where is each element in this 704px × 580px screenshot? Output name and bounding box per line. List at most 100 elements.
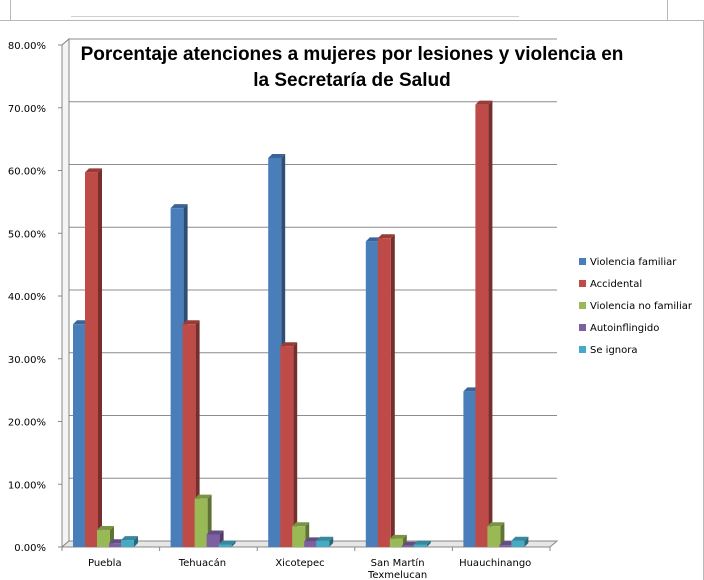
bar-front bbox=[463, 391, 477, 547]
bar-top bbox=[194, 494, 212, 499]
y-tick-label: 80.00% bbox=[8, 41, 46, 52]
bar-front bbox=[97, 530, 110, 547]
x-tick-label: Xicotepec bbox=[275, 558, 324, 569]
bar-top bbox=[413, 540, 431, 545]
legend-swatch bbox=[579, 324, 586, 331]
bar-front bbox=[109, 543, 122, 547]
bar-top bbox=[170, 204, 188, 209]
bar-top bbox=[268, 153, 286, 158]
bar-front bbox=[268, 157, 282, 547]
bar bbox=[377, 234, 395, 547]
bar bbox=[413, 540, 431, 547]
bar bbox=[316, 536, 334, 547]
x-tick-label: Tehuacán bbox=[178, 557, 226, 569]
bar-front bbox=[292, 526, 306, 547]
bar bbox=[85, 168, 102, 547]
legend-swatch bbox=[579, 302, 586, 309]
bar-side bbox=[98, 168, 102, 547]
chart-frame bbox=[0, 20, 704, 580]
bar-front bbox=[389, 538, 403, 547]
bar-top bbox=[206, 530, 224, 535]
bar-front bbox=[377, 238, 391, 547]
bar-front bbox=[304, 541, 318, 547]
bar-top bbox=[487, 522, 505, 527]
bar bbox=[206, 530, 224, 547]
bar-side bbox=[426, 540, 431, 547]
bar-front bbox=[206, 534, 220, 547]
y-tick-label: 10.00% bbox=[8, 480, 46, 491]
bar-top bbox=[121, 536, 138, 541]
bar bbox=[292, 522, 310, 547]
bar-front bbox=[365, 241, 379, 547]
bar-front bbox=[170, 208, 184, 547]
bar-side bbox=[329, 536, 334, 547]
bar-top bbox=[182, 320, 200, 325]
bar-side bbox=[524, 536, 529, 547]
bar-front bbox=[499, 545, 513, 547]
bar-top bbox=[85, 168, 102, 173]
x-tick-label: Puebla bbox=[88, 558, 122, 569]
chart-title-line-2: la Secretaría de Salud bbox=[253, 70, 451, 91]
bar-front bbox=[511, 540, 525, 547]
legend-label: Accidental bbox=[590, 279, 642, 290]
bar-side bbox=[488, 100, 493, 548]
bar-top bbox=[475, 100, 493, 105]
bar-front bbox=[487, 526, 501, 547]
bar-front bbox=[280, 346, 294, 547]
y-tick-label: 70.00% bbox=[8, 104, 46, 115]
legend-swatch bbox=[579, 280, 586, 287]
bar bbox=[121, 536, 138, 547]
bar-top bbox=[280, 342, 298, 347]
bar-front bbox=[413, 544, 427, 547]
bar bbox=[218, 540, 236, 547]
bar-top bbox=[316, 536, 334, 541]
bar bbox=[280, 342, 298, 547]
x-tick-label: Texmelucan bbox=[367, 570, 427, 579]
legend-label: Autoinflingido bbox=[590, 323, 659, 334]
bar bbox=[487, 522, 505, 547]
side-wall bbox=[61, 37, 70, 549]
bar-front bbox=[475, 104, 489, 548]
bar-side bbox=[134, 536, 138, 547]
bar-top bbox=[292, 522, 310, 527]
bar bbox=[475, 100, 493, 548]
bar-top bbox=[389, 534, 407, 539]
x-tick-label: Huauchinango bbox=[459, 558, 531, 569]
legend-swatch bbox=[579, 258, 586, 265]
bar-top bbox=[511, 536, 529, 541]
bar bbox=[182, 320, 200, 547]
legend-label: Se ignora bbox=[590, 345, 638, 356]
bar-front bbox=[218, 544, 232, 547]
legend: Violencia familiar Accidental Violencia no… bbox=[579, 257, 693, 356]
y-tick-label: 20.00% bbox=[8, 418, 46, 429]
bar-side bbox=[231, 540, 236, 547]
y-tick-label: 30.00% bbox=[8, 355, 46, 366]
bar-front bbox=[121, 540, 134, 547]
y-tick-label: 60.00% bbox=[8, 167, 46, 178]
legend-label: Violencia familiar bbox=[590, 257, 677, 268]
bar-front bbox=[316, 540, 330, 547]
bar-front bbox=[401, 545, 415, 547]
bar-side bbox=[390, 234, 395, 547]
bar-top bbox=[218, 540, 236, 545]
legend-swatch bbox=[579, 346, 586, 353]
bar-top bbox=[97, 526, 114, 531]
bar-side bbox=[195, 320, 200, 547]
bar-side bbox=[500, 522, 505, 547]
bar-front bbox=[85, 172, 98, 547]
y-tick-label: 40.00% bbox=[8, 292, 46, 303]
y-tick-label: 0.00% bbox=[14, 543, 46, 554]
bar-series bbox=[73, 100, 529, 548]
x-tick-label: San Martín bbox=[371, 557, 425, 569]
bar-front bbox=[182, 324, 196, 547]
chart-title-line-1: Porcentaje atenciones a mujeres por lesi… bbox=[81, 44, 624, 65]
y-tick-label: 50.00% bbox=[8, 229, 46, 240]
bar-top bbox=[377, 234, 395, 239]
y-axis-ticks: 0.00% 10.00% 20.00% 30.00% 40.00% 50.00% 60.00… bbox=[8, 41, 62, 554]
x-axis-ticks: Puebla Tehuacán Xicotepec San MartínTexmelu… bbox=[61, 547, 551, 579]
bar-front bbox=[194, 498, 208, 547]
bar-side bbox=[293, 342, 298, 547]
bar-front bbox=[73, 324, 86, 547]
bar bbox=[511, 536, 529, 547]
